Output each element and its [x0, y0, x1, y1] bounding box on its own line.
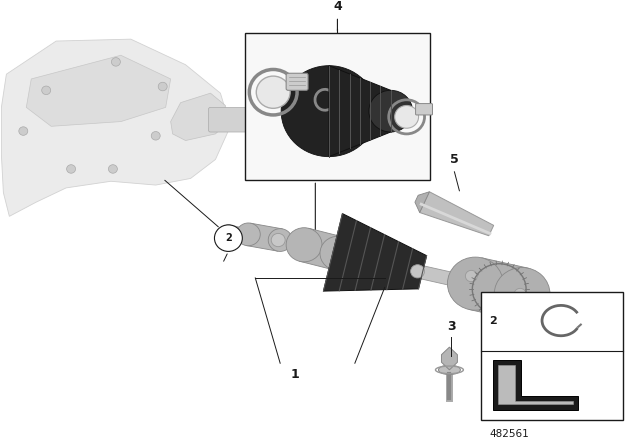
- Circle shape: [214, 225, 243, 251]
- Circle shape: [395, 105, 419, 128]
- Circle shape: [465, 270, 477, 282]
- Text: 3: 3: [447, 320, 456, 333]
- Polygon shape: [171, 93, 228, 141]
- Polygon shape: [323, 214, 427, 291]
- Text: 4: 4: [333, 0, 342, 13]
- Polygon shape: [300, 228, 342, 270]
- Circle shape: [494, 267, 550, 321]
- Circle shape: [447, 257, 503, 310]
- Text: 2: 2: [490, 315, 497, 326]
- Ellipse shape: [438, 365, 460, 375]
- Circle shape: [256, 76, 290, 108]
- Polygon shape: [277, 233, 309, 252]
- Circle shape: [369, 90, 413, 132]
- Circle shape: [158, 82, 167, 91]
- Polygon shape: [493, 360, 578, 409]
- Circle shape: [111, 58, 120, 66]
- Circle shape: [286, 228, 322, 262]
- Text: 482561: 482561: [490, 429, 529, 439]
- Circle shape: [465, 277, 479, 290]
- Polygon shape: [442, 347, 458, 370]
- Polygon shape: [329, 66, 390, 157]
- Text: 5: 5: [450, 153, 459, 166]
- Circle shape: [223, 225, 234, 236]
- Bar: [245, 34, 429, 181]
- Circle shape: [67, 165, 76, 173]
- Polygon shape: [416, 265, 474, 290]
- Circle shape: [42, 86, 51, 95]
- Polygon shape: [469, 271, 522, 299]
- Polygon shape: [415, 192, 429, 212]
- Polygon shape: [469, 258, 529, 320]
- Text: 1: 1: [291, 368, 300, 381]
- Polygon shape: [1, 39, 230, 216]
- Polygon shape: [420, 192, 493, 236]
- Bar: [481, 292, 623, 420]
- Polygon shape: [498, 365, 573, 404]
- FancyBboxPatch shape: [209, 108, 247, 132]
- Polygon shape: [227, 225, 252, 241]
- Text: 2: 2: [225, 233, 232, 243]
- Circle shape: [271, 233, 285, 247]
- Circle shape: [108, 165, 117, 173]
- Circle shape: [514, 289, 526, 300]
- Circle shape: [411, 265, 424, 278]
- Polygon shape: [26, 55, 171, 126]
- Circle shape: [19, 127, 28, 135]
- Circle shape: [151, 132, 160, 140]
- FancyBboxPatch shape: [286, 73, 308, 90]
- Circle shape: [281, 66, 377, 157]
- Circle shape: [236, 223, 260, 246]
- FancyBboxPatch shape: [415, 103, 433, 115]
- Circle shape: [268, 228, 292, 251]
- Circle shape: [244, 230, 256, 241]
- Circle shape: [301, 239, 315, 252]
- Circle shape: [320, 236, 356, 270]
- Polygon shape: [246, 223, 282, 251]
